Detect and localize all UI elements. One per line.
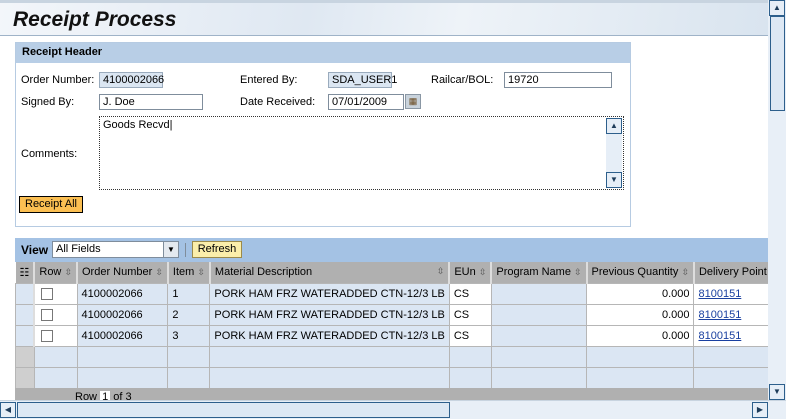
items-table-panel: View All Fields ▼ Refresh ☷ Row ⇳ Order N…	[15, 238, 786, 400]
empty-row	[15, 345, 786, 368]
comments-label: Comments:	[21, 148, 78, 160]
col-row[interactable]: Row ⇳	[34, 262, 78, 283]
calendar-icon[interactable]: ▦	[405, 94, 421, 109]
col-material-description[interactable]: Material Description ⇳	[209, 262, 451, 283]
prev-qty-cell: 0.000	[586, 282, 695, 305]
table-header-row: ☷ Row ⇳ Order Number ⇳ Item ⇳ Material D…	[15, 262, 786, 283]
delivery-point-cell[interactable]: 8100151	[693, 324, 783, 347]
row-selector[interactable]	[15, 303, 36, 326]
material-cell: PORK HAM FRZ WATERADDED CTN-12/3 LB	[209, 324, 450, 347]
row-checkbox[interactable]	[41, 329, 54, 342]
sort-icon: ⇳	[155, 267, 163, 278]
col-order-number[interactable]: Order Number ⇳	[77, 262, 169, 283]
pager-text: Row 1 of 3	[75, 391, 132, 400]
eun-cell: CS	[448, 324, 492, 347]
view-label: View	[21, 243, 49, 257]
eun-cell: CS	[448, 303, 492, 326]
item-cell: 3	[167, 324, 211, 347]
order-number-field: 4100002066	[99, 72, 164, 88]
vertical-scroll-thumb[interactable]	[770, 16, 785, 111]
col-previous-quantity[interactable]: Previous Quantity ⇳	[586, 262, 695, 283]
delivery-point-link[interactable]: 8100151	[698, 308, 742, 321]
page-title: Receipt Process	[13, 8, 177, 31]
row-checkbox-cell[interactable]	[33, 282, 78, 305]
item-cell: 2	[167, 303, 211, 326]
table-toolbar: View All Fields ▼ Refresh	[15, 238, 768, 262]
row-selector[interactable]	[15, 324, 36, 347]
signed-by-label: Signed By:	[21, 96, 75, 108]
refresh-button[interactable]: Refresh	[192, 241, 242, 258]
section-title: Receipt Header	[16, 43, 630, 63]
table-pager: Row 1 of 3	[15, 388, 768, 400]
delivery-point-link[interactable]: 8100151	[698, 329, 742, 342]
scroll-left-icon[interactable]: ◀	[0, 402, 16, 418]
item-cell: 1	[167, 282, 211, 305]
material-cell: PORK HAM FRZ WATERADDED CTN-12/3 LB	[209, 303, 450, 326]
prev-qty-cell: 0.000	[586, 324, 695, 347]
order-number-cell: 4100002066	[76, 324, 169, 347]
comments-textarea[interactable]: Goods Recvd| ▲ ▼	[99, 116, 624, 190]
sort-icon: ⇳	[681, 267, 689, 278]
row-selector[interactable]	[15, 282, 36, 305]
prev-qty-cell: 0.000	[586, 303, 695, 326]
items-table: ☷ Row ⇳ Order Number ⇳ Item ⇳ Material D…	[15, 262, 786, 389]
scroll-up-icon[interactable]: ▲	[769, 0, 785, 16]
sort-icon: ⇳	[574, 267, 582, 278]
order-number-cell: 4100002066	[76, 282, 169, 305]
program-cell	[490, 282, 588, 305]
receipt-all-button[interactable]: Receipt All	[19, 196, 83, 213]
delivery-point-link[interactable]: 8100151	[698, 287, 742, 300]
row-checkbox-cell[interactable]	[33, 303, 78, 326]
order-number-cell: 4100002066	[76, 303, 169, 326]
scroll-up-icon[interactable]: ▲	[606, 118, 622, 134]
table-row[interactable]: 4100002066 3 PORK HAM FRZ WATERADDED CTN…	[15, 324, 786, 347]
eun-cell: CS	[448, 282, 492, 305]
col-delivery-point[interactable]: Delivery Point ⇳	[693, 262, 784, 283]
order-number-label: Order Number:	[21, 74, 95, 86]
sort-icon: ⇳	[436, 266, 445, 277]
row-checkbox-cell[interactable]	[33, 324, 78, 347]
divider	[185, 243, 186, 257]
table-row[interactable]: 4100002066 1 PORK HAM FRZ WATERADDED CTN…	[15, 282, 786, 305]
column-settings-icon[interactable]: ☷	[15, 262, 36, 283]
entered-by-label: Entered By:	[240, 74, 298, 86]
comments-scrollbar[interactable]: ▲ ▼	[606, 118, 622, 188]
sort-icon: ⇳	[197, 267, 205, 278]
sort-icon: ⇳	[478, 267, 487, 278]
program-cell	[490, 324, 588, 347]
col-eun[interactable]: EUn ⇳	[449, 262, 493, 283]
sort-icon: ⇳	[64, 267, 72, 278]
col-item[interactable]: Item ⇳	[167, 262, 211, 283]
row-checkbox[interactable]	[41, 287, 54, 300]
row-checkbox[interactable]	[41, 308, 54, 321]
scroll-down-icon[interactable]: ▼	[769, 384, 785, 400]
scroll-down-icon[interactable]: ▼	[606, 172, 622, 188]
pager-input[interactable]: 1	[100, 391, 111, 400]
scroll-right-icon[interactable]: ▶	[752, 402, 768, 418]
table-row[interactable]: 4100002066 2 PORK HAM FRZ WATERADDED CTN…	[15, 303, 786, 326]
horizontal-scroll-thumb[interactable]	[17, 402, 450, 418]
date-received-label: Date Received:	[240, 96, 316, 108]
view-value: All Fields	[56, 243, 101, 255]
horizontal-scrollbar[interactable]: ◀ ▶	[0, 400, 786, 419]
chevron-down-icon[interactable]: ▼	[163, 242, 178, 257]
empty-row	[15, 366, 786, 389]
title-bar: Receipt Process	[0, 0, 768, 36]
col-program-name[interactable]: Program Name ⇳	[491, 262, 588, 283]
date-received-input[interactable]: 07/01/2009	[328, 94, 404, 110]
view-select[interactable]: All Fields ▼	[52, 241, 179, 258]
entered-by-field: SDA_USER1	[328, 72, 397, 88]
railcar-input[interactable]: 19720	[504, 72, 612, 88]
material-cell: PORK HAM FRZ WATERADDED CTN-12/3 LB	[209, 282, 450, 305]
program-cell	[490, 303, 588, 326]
railcar-label: Railcar/BOL:	[431, 74, 494, 86]
comments-text: Goods Recvd	[103, 119, 170, 131]
signed-by-input[interactable]: J. Doe	[99, 94, 203, 110]
